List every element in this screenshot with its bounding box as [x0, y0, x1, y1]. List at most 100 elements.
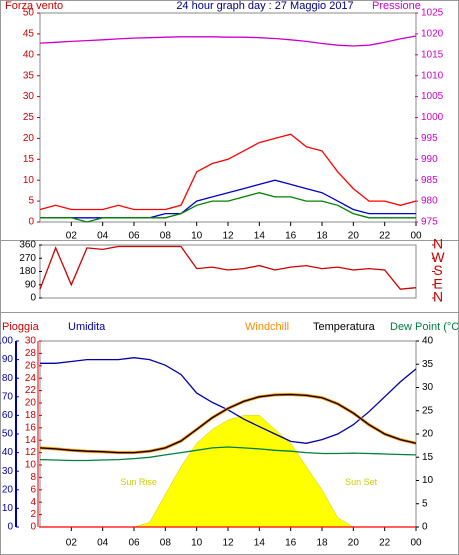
y-tick-label: 40 — [422, 336, 434, 347]
x-tick-label: 16 — [285, 538, 297, 549]
line — [39, 393, 417, 454]
y-tick-label: 4 — [30, 497, 36, 508]
x-tick-label: 06 — [128, 231, 140, 242]
y-tick-label: 8 — [30, 472, 36, 483]
legend-label: Temperatura — [313, 321, 376, 333]
plot-area — [39, 244, 417, 299]
x-tick-label: 18 — [316, 538, 328, 549]
axis-label: Umidita — [68, 321, 106, 333]
y-tick-label: 10 — [23, 175, 35, 186]
y-tick-label: 28 — [25, 348, 37, 359]
y-tick-label: 0 — [28, 217, 34, 228]
y-tick-label: 1000 — [421, 112, 444, 123]
x-tick-label: 08 — [160, 231, 172, 242]
y-tick-label: 30 — [23, 91, 35, 102]
y-tick-label: 30 — [2, 466, 14, 477]
y-tick-label: 50 — [2, 429, 14, 440]
legend-label: Dew Point (°C — [390, 321, 459, 333]
y-tick-label: 10 — [25, 460, 37, 471]
y-tick-label: 10 — [422, 475, 434, 486]
y-tick-label: 1020 — [421, 29, 444, 40]
axis-label: Forza vento — [5, 0, 63, 12]
x-tick-label: 00 — [410, 538, 422, 549]
y-tick-label: 30 — [25, 336, 37, 347]
y-tick-label: 40 — [23, 49, 35, 60]
y-tick-label: 20 — [23, 133, 35, 144]
x-tick-label: 10 — [191, 538, 203, 549]
y-tick-label: 180 — [19, 266, 36, 277]
y-tick-label: 80 — [2, 373, 14, 384]
y-tick-label: 30 — [422, 382, 434, 393]
y-tick-label: 16 — [25, 422, 37, 433]
y-tick-label: 12 — [25, 447, 37, 458]
y-tick-label: 40 — [2, 447, 14, 458]
x-tick-label: 14 — [254, 231, 266, 242]
annotation: Sun Set — [345, 477, 378, 487]
y-tick-label: 25 — [422, 405, 434, 416]
y-tick-label: 50 — [23, 8, 35, 19]
line — [39, 245, 417, 290]
y-tick-label: 6 — [30, 484, 36, 495]
y-tick-label: 1010 — [421, 70, 444, 81]
y-tick-label: 35 — [422, 359, 434, 370]
x-tick-label: 22 — [379, 538, 391, 549]
annotation: Sun Rise — [120, 477, 157, 487]
y-tick-label: 1005 — [421, 91, 444, 102]
y-tick-label: 15 — [422, 452, 434, 463]
chart-title: 24 hour graph day : 27 Maggio 2017 — [176, 0, 353, 12]
x-tick-label: 10 — [191, 231, 203, 242]
y-tick-label: 995 — [421, 133, 438, 144]
y-tick-label: 14 — [25, 435, 37, 446]
line — [39, 35, 417, 47]
y-tick-label: 990 — [421, 154, 438, 165]
y-tick-label: 0 — [30, 522, 36, 533]
x-tick-label: 20 — [348, 231, 360, 242]
y-tick-label: 2 — [30, 509, 36, 520]
y-tick-label: 20 — [25, 398, 37, 409]
y-tick-label: 0 — [30, 293, 36, 304]
axis-label: Pioggia — [2, 321, 40, 333]
x-tick-label: 02 — [66, 538, 78, 549]
x-tick-label: 00 — [410, 231, 422, 242]
y-tick-label: N — [433, 289, 443, 305]
y-tick-label: 60 — [2, 410, 14, 421]
x-tick-label: 14 — [254, 538, 266, 549]
x-tick-label: 12 — [222, 538, 234, 549]
y-tick-label: 975 — [421, 217, 438, 228]
line — [39, 133, 417, 211]
y-tick-label: 35 — [23, 70, 35, 81]
line — [40, 192, 416, 223]
y-tick-label: 15 — [23, 154, 35, 165]
x-tick-label: 12 — [222, 231, 234, 242]
axis-label: Pressione — [372, 0, 421, 12]
y-tick-label: 45 — [23, 29, 35, 40]
y-tick-label: 360 — [19, 240, 36, 251]
line — [39, 446, 417, 462]
y-tick-label: 980 — [421, 196, 438, 207]
plot-area — [39, 12, 417, 223]
y-tick-label: 0 — [422, 522, 428, 533]
y-tick-label: 270 — [19, 253, 36, 264]
y-tick-label: 5 — [28, 196, 34, 207]
x-tick-label: 20 — [348, 538, 360, 549]
y-tick-label: 5 — [422, 498, 428, 509]
legend-label: Windchill — [245, 321, 289, 333]
y-tick-label: 90 — [25, 279, 37, 290]
x-tick-label: 02 — [66, 231, 78, 242]
y-tick-label: 70 — [2, 391, 14, 402]
x-tick-label: 06 — [128, 538, 140, 549]
x-tick-label: 08 — [160, 538, 172, 549]
x-tick-label: 18 — [316, 231, 328, 242]
y-tick-label: 22 — [25, 385, 37, 396]
y-tick-label: S — [433, 262, 442, 278]
y-tick-label: 10 — [2, 503, 14, 514]
y-tick-label: 1015 — [421, 49, 444, 60]
x-tick-label: 22 — [379, 231, 391, 242]
y-tick-label: 20 — [422, 429, 434, 440]
x-tick-label: 04 — [97, 231, 109, 242]
y-tick-label: 100 — [0, 336, 13, 347]
y-tick-label: 90 — [2, 354, 14, 365]
y-tick-label: 25 — [23, 112, 35, 123]
y-tick-label: 985 — [421, 175, 438, 186]
